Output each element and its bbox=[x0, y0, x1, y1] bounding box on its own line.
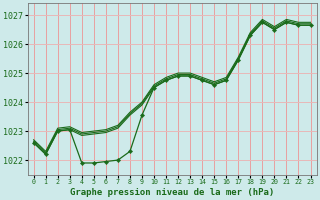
X-axis label: Graphe pression niveau de la mer (hPa): Graphe pression niveau de la mer (hPa) bbox=[70, 188, 274, 197]
